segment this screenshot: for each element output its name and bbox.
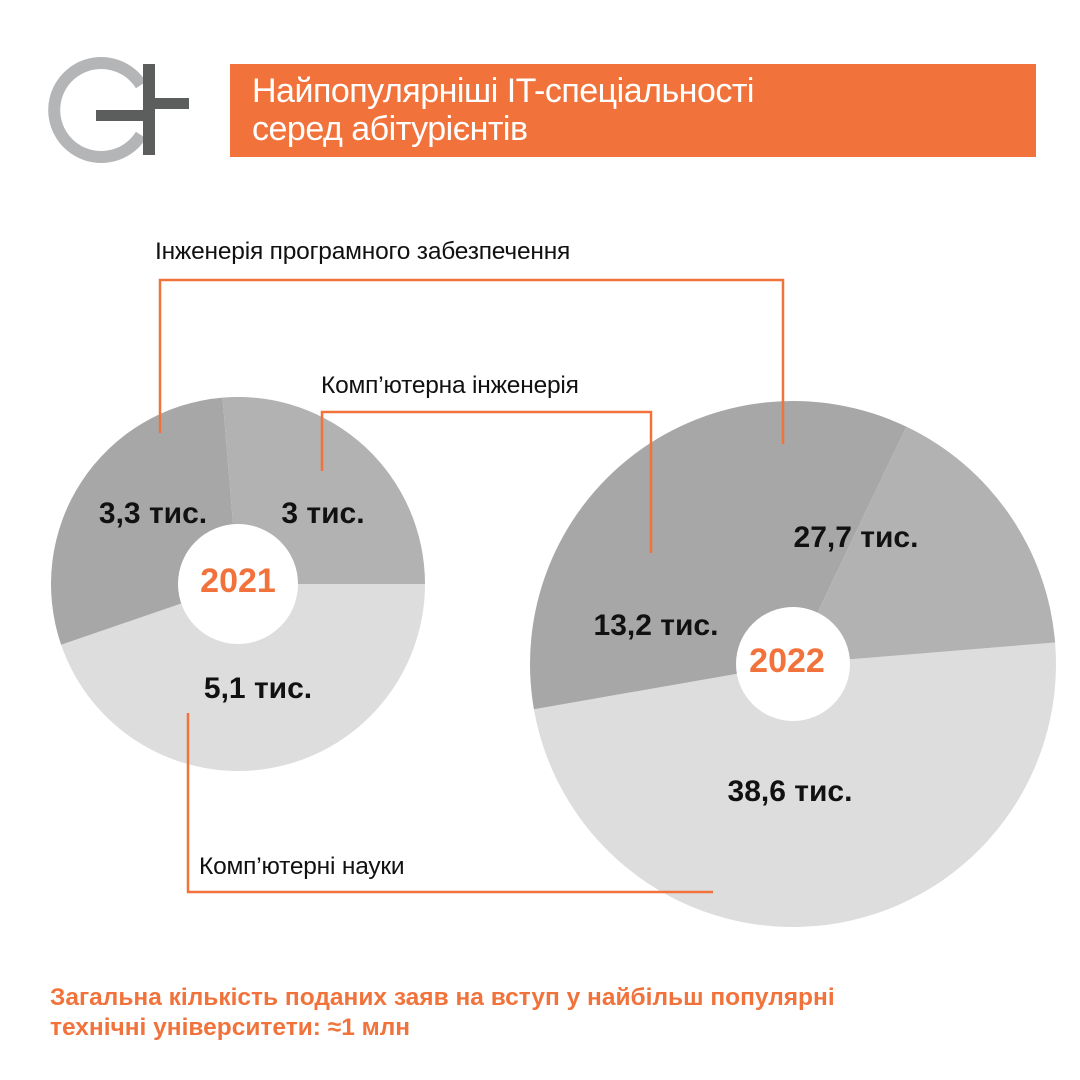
value-2022-computer-engineering: 13,2 тис.: [593, 609, 719, 642]
value-2021-computer-engineering: 3 тис.: [281, 497, 365, 530]
logo-lower-bar: [96, 110, 155, 121]
donut-hole: [178, 524, 298, 644]
year-label-2022: 2022: [749, 642, 825, 680]
pie-slice-2022-2: [793, 426, 1056, 664]
value-2021-software-engineering: 3,3 тис.: [98, 497, 208, 530]
logo-ring-icon: [48, 57, 147, 163]
connector-computer-science: [186, 713, 713, 894]
footer-note: Загальна кількість поданих заяв на вступ…: [50, 983, 1040, 1043]
gl-logo: [48, 57, 189, 163]
donut-hole: [736, 607, 850, 721]
connector-software-engineering: [158, 278, 785, 444]
title-line-1: Найпопулярніші IT-спеціальності: [252, 72, 755, 110]
pie-chart-2022: [530, 401, 1056, 928]
pie-slice-2022-0: [533, 642, 1056, 928]
label-computer-engineering: Комп’ютерна інженерія: [321, 372, 579, 399]
connector-computer-engineering: [320, 410, 653, 553]
title-line-2: серед абітурієнтів: [252, 110, 528, 148]
logo-upper-bar: [143, 98, 189, 109]
year-label-2021: 2021: [200, 562, 276, 600]
label-computer-science: Комп’ютерні науки: [199, 853, 405, 880]
footer-line-2: технічні університети: ≈1 млн: [50, 1014, 411, 1041]
value-2022-software-engineering: 27,7 тис.: [793, 521, 919, 554]
value-2022-computer-science: 38,6 тис.: [727, 775, 853, 808]
title-banner: Найпопулярніші IT-спеціальності серед аб…: [230, 64, 1036, 157]
value-2021-computer-science: 5,1 тис.: [203, 672, 313, 705]
pie-chart-2021: [50, 397, 426, 771]
label-software-engineering: Інженерія програмного забезпечення: [155, 238, 571, 265]
logo-vertical-bar: [143, 64, 155, 155]
pie-slice-2021-0: [61, 584, 426, 771]
pie-slice-2022-1: [530, 401, 907, 710]
footer-line-1: Загальна кількість поданих заяв на вступ…: [50, 984, 835, 1011]
